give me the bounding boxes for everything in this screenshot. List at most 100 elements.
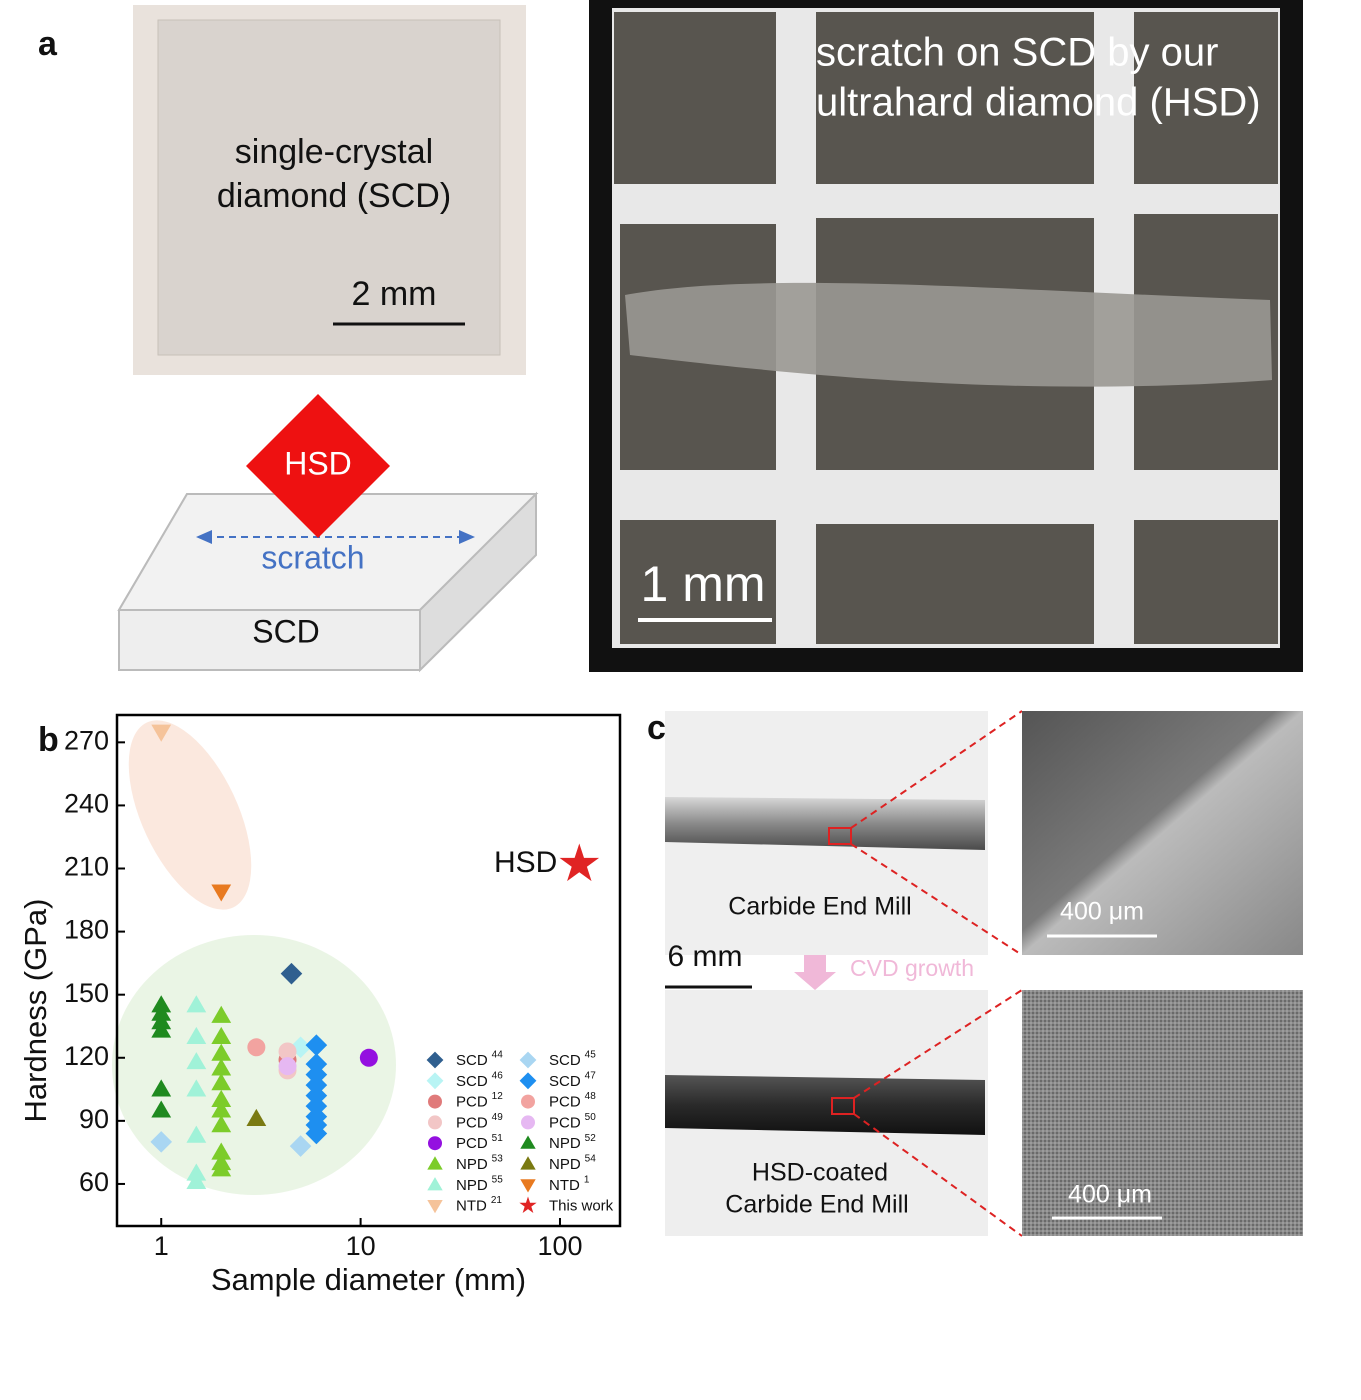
photo-caption: scratch on SCD by our [816,31,1218,75]
point [247,1038,266,1057]
legend-label: SCD [456,1073,488,1090]
x-tick-label: 100 [537,1231,582,1261]
legend-marker [427,1156,443,1170]
point [151,1100,172,1118]
legend-label: SCD [549,1052,581,1069]
zoom-box [828,827,852,845]
group-region [112,935,396,1195]
point [151,1020,172,1038]
legend-label: SCD [456,1052,488,1069]
legend-marker [428,1094,442,1109]
scd-crystal [157,19,501,356]
arrow-head [459,530,475,544]
legend-marker [519,1196,537,1213]
scale-label: 2 mm [352,275,437,313]
legend-marker [519,1072,537,1090]
process-arrow [794,955,836,990]
point [211,1005,232,1023]
sem-image [1022,711,1303,955]
point [186,1026,207,1044]
legend-ref: 12 [492,1091,504,1102]
legend-label: PCD [549,1094,581,1111]
legend-label: NTD [549,1177,580,1194]
motion-label: scratch [261,539,364,575]
y-tick-label: 60 [79,1167,109,1197]
y-tick-label: 210 [64,852,109,882]
point [359,1048,378,1067]
legend-ref: 54 [585,1154,597,1165]
y-tick-label: 150 [64,978,109,1008]
legend-marker [426,1072,444,1090]
y-tick-label: 240 [64,789,109,819]
panel-label: a [38,25,58,63]
legend-ref: 46 [492,1070,504,1081]
legend-ref: 47 [585,1070,597,1081]
legend-marker [428,1136,442,1151]
legend-ref: 21 [491,1195,503,1206]
legend-label: PCD [456,1094,488,1111]
group-region [128,720,252,910]
hsd-tip [246,394,390,538]
x-tick-label: 10 [346,1231,376,1261]
zoom-box [831,1097,855,1115]
x-axis-title: Sample diameter (mm) [211,1262,526,1297]
legend-marker [521,1115,535,1130]
photo-caption: Carbide End Mill [728,893,911,921]
legend-marker [426,1051,444,1069]
y-tick-label: 90 [79,1104,109,1134]
point [186,1171,207,1190]
panel-label: b [38,721,59,759]
legend-ref: 51 [492,1133,504,1144]
point [305,1122,328,1145]
point [211,1058,232,1076]
legend-label: NTD [456,1198,487,1215]
x-tick-label: 1 [154,1231,169,1261]
point [305,1034,328,1056]
point [186,995,207,1013]
photo-caption: diamond (SCD) [217,177,451,215]
zoom-line [853,1113,1023,1237]
scale-label: 400 μm [1060,898,1144,926]
zoom-line [850,843,1023,956]
point [246,1108,267,1126]
legend-label: SCD [549,1073,581,1090]
legend-marker [427,1200,443,1214]
point [211,1159,232,1177]
point [211,1142,232,1160]
photo-caption: ultrahard diamond (HSD) [816,81,1261,125]
coated-end-mill [665,1075,985,1135]
point [186,1079,207,1097]
point [211,1073,232,1091]
plot-frame [115,713,622,1228]
legend-ref: 48 [585,1091,597,1102]
scale-label: 400 μm [1068,1181,1152,1209]
point [211,1100,232,1118]
point [280,962,303,985]
point [559,843,600,882]
y-tick-label: 180 [64,915,109,945]
point [150,1131,173,1153]
legend-label: PCD [456,1135,488,1152]
point [289,1135,312,1157]
panel-label: c [647,709,666,747]
photo-caption: single-crystal [235,133,433,171]
end-mill [665,797,985,850]
arrow-head [196,530,212,544]
y-tick-label: 120 [64,1041,109,1071]
legend-ref: 52 [585,1133,597,1144]
point [186,1125,207,1143]
legend-label: NPD [456,1177,488,1194]
legend-marker [520,1179,536,1193]
legend-ref: 44 [492,1050,504,1061]
zoom-line [850,710,1023,829]
legend-marker [520,1156,536,1170]
photo-caption: Carbide End Mill [725,1191,908,1219]
scale-label: 6 mm [668,940,743,973]
legend-ref: 49 [492,1112,504,1123]
legend-marker [428,1115,442,1130]
point [186,1052,207,1070]
legend-label: NPD [456,1156,488,1173]
tip-label: HSD [284,445,352,481]
